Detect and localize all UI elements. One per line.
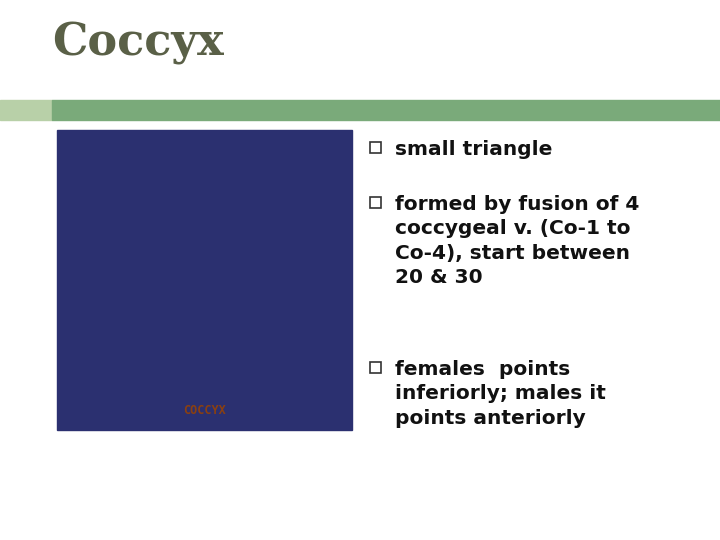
Bar bbox=[52, 100, 720, 120]
Text: COCCYX: COCCYX bbox=[183, 403, 226, 416]
Text: formed by fusion of 4
coccygeal v. (Co-1 to
Co-4), start between
20 & 30: formed by fusion of 4 coccygeal v. (Co-1… bbox=[395, 195, 639, 287]
Bar bbox=[370, 362, 381, 373]
Text: Coccyx: Coccyx bbox=[52, 22, 224, 65]
Bar bbox=[57, 130, 352, 430]
Bar bbox=[370, 197, 381, 208]
Text: females  points
inferiorly; males it
points anteriorly: females points inferiorly; males it poin… bbox=[395, 360, 606, 428]
Text: small triangle: small triangle bbox=[395, 140, 552, 159]
Bar bbox=[0, 100, 52, 120]
Bar bbox=[370, 142, 381, 153]
